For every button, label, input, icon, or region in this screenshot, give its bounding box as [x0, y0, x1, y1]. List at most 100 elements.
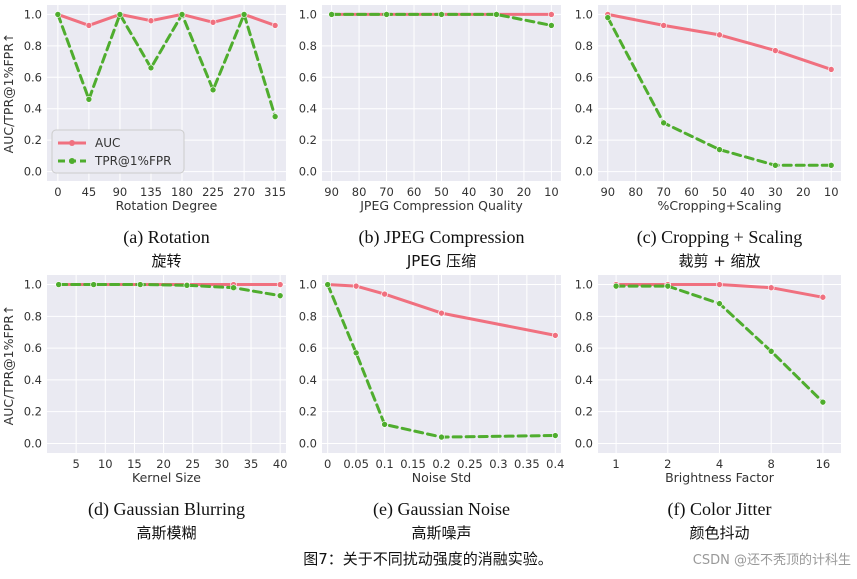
y-tick-label: 1.0 [575, 7, 593, 21]
data-point-tpr [612, 282, 620, 290]
plot-area [47, 275, 286, 453]
x-tick-label: 4 [716, 457, 723, 471]
data-point-tpr [328, 11, 335, 18]
x-tick-label: 2 [664, 457, 671, 471]
data-point-auc [147, 17, 155, 25]
data-point-tpr [664, 282, 672, 290]
x-axis-label: Noise Std [412, 470, 471, 485]
data-point-tpr [772, 161, 779, 169]
x-tick-label: 30 [215, 457, 230, 471]
data-point-tpr [552, 432, 559, 439]
ylabel-bottom: AUC/TPR@1%FPR↑ [1, 305, 16, 426]
y-tick-label: 0.8 [575, 39, 593, 53]
y-tick-label: 0.4 [575, 102, 593, 116]
x-tick-label: 60 [684, 185, 699, 199]
x-tick-label: 80 [628, 185, 643, 199]
data-point-tpr [716, 300, 723, 307]
data-point-auc [660, 22, 667, 29]
y-tick-label: 0.6 [575, 341, 593, 355]
x-tick-label: 20 [156, 457, 171, 471]
x-tick-label: 90 [324, 185, 339, 199]
x-tick-label: 315 [264, 185, 286, 199]
panel-caption-cn: 高斯模糊 [136, 524, 196, 542]
data-point-tpr [324, 281, 331, 288]
legend: AUC TPR@1%FPR [51, 129, 185, 174]
data-point-tpr [178, 11, 186, 18]
x-axis-label: %Cropping+Scaling [657, 198, 781, 213]
y-tick-label: 1.0 [24, 278, 42, 292]
panel-caption-cn: JPEG 压缩 [406, 252, 476, 270]
chart-panel-3: 0.0 0.2 0.4 0.6 0.8 1.0 90 80 70 60 50 40 30 20 10 %Cro… [575, 5, 841, 270]
x-tick-label: 10 [824, 185, 839, 199]
x-tick-label: 0.4 [546, 457, 564, 471]
y-tick-label: 0.0 [575, 165, 593, 179]
data-point-tpr [209, 86, 217, 94]
y-tick-label: 0.2 [24, 133, 42, 147]
x-tick-label: 10 [98, 457, 113, 471]
x-tick-label: 180 [171, 185, 193, 199]
y-tick-label: 0.4 [299, 373, 317, 387]
y-tick-label: 0.2 [24, 405, 42, 419]
y-tick-label: 0.0 [24, 436, 42, 450]
y-tick-label: 0.0 [24, 165, 42, 179]
y-tick-label: 0.0 [299, 436, 317, 450]
data-point-tpr [85, 95, 93, 103]
y-tick-label: 0.4 [299, 102, 317, 116]
x-tick-label: 50 [712, 185, 727, 199]
x-tick-label: 10 [544, 185, 559, 199]
data-point-auc [716, 281, 723, 288]
data-point-auc [276, 281, 284, 288]
data-point-tpr [819, 398, 827, 406]
data-point-auc [548, 11, 555, 18]
panel-caption-cn: 旋转 [151, 252, 181, 270]
data-point-tpr [716, 146, 723, 153]
data-point-tpr [136, 281, 144, 288]
data-point-tpr [493, 11, 500, 18]
x-tick-label: 0.15 [400, 457, 426, 471]
data-point-tpr [381, 421, 388, 428]
y-tick-label: 0.8 [299, 309, 317, 323]
x-tick-label: 0.35 [514, 457, 540, 471]
series-line-tpr [57, 283, 282, 298]
chart-panel-2: 0.0 0.2 0.4 0.6 0.8 1.0 90 80 70 60 50 40 30 20 10 JPEG… [299, 5, 561, 270]
x-tick-label: 15 [127, 457, 142, 471]
y-tick-label: 0.4 [575, 373, 593, 387]
y-tick-label: 0.0 [575, 436, 593, 450]
panel-caption: (b) JPEG Compression [359, 227, 525, 248]
x-tick-label: 35 [244, 457, 259, 471]
x-tick-label: 80 [352, 185, 367, 199]
data-point-tpr [183, 282, 191, 289]
data-point-tpr [116, 11, 124, 18]
x-tick-label: 5 [72, 457, 79, 471]
data-point-tpr [240, 11, 248, 18]
x-tick-label: 45 [82, 185, 97, 199]
data-point-tpr [276, 292, 284, 299]
chart-panel-5: 0.0 0.2 0.4 0.6 0.8 1.0 0 0.05 0.1 0.15 0.2 0.25 0.3… [299, 275, 564, 542]
x-tick-label: 0 [54, 185, 61, 199]
ylabel-top-text: AUC/TPR@1%FPR↑ [1, 33, 16, 154]
x-tick-label: 135 [140, 185, 162, 199]
y-tick-label: 0.0 [299, 165, 317, 179]
panel-caption-cn: 颜色抖动 [689, 524, 749, 542]
x-tick-label: 70 [656, 185, 671, 199]
data-point-auc [827, 66, 835, 73]
y-tick-label: 0.8 [299, 39, 317, 53]
data-point-tpr [438, 433, 445, 441]
data-point-auc [552, 332, 559, 339]
data-point-tpr [604, 14, 612, 21]
chart-panel-4: 0.0 0.2 0.4 0.6 0.8 1.0 5 10 15 20 25 30 35 40 Kernel … [24, 275, 287, 542]
y-tick-label: 0.2 [299, 405, 317, 419]
y-tick-label: 0.4 [24, 102, 42, 116]
panel-caption: (f) Color Jitter [668, 499, 772, 520]
x-tick-label: 30 [489, 185, 504, 199]
y-tick-label: 0.2 [299, 133, 317, 147]
legend-auc-marker [69, 140, 75, 146]
data-point-tpr [147, 64, 155, 72]
legend-tpr-marker [69, 158, 75, 164]
x-tick-label: 90 [600, 185, 615, 199]
data-point-auc [85, 22, 93, 29]
x-tick-label: 50 [434, 185, 449, 199]
legend-auc-label: AUC [95, 136, 120, 150]
figure-caption: 图7：关于不同扰动强度的消融实验。 [303, 550, 553, 568]
x-tick-label: 270 [233, 185, 255, 199]
